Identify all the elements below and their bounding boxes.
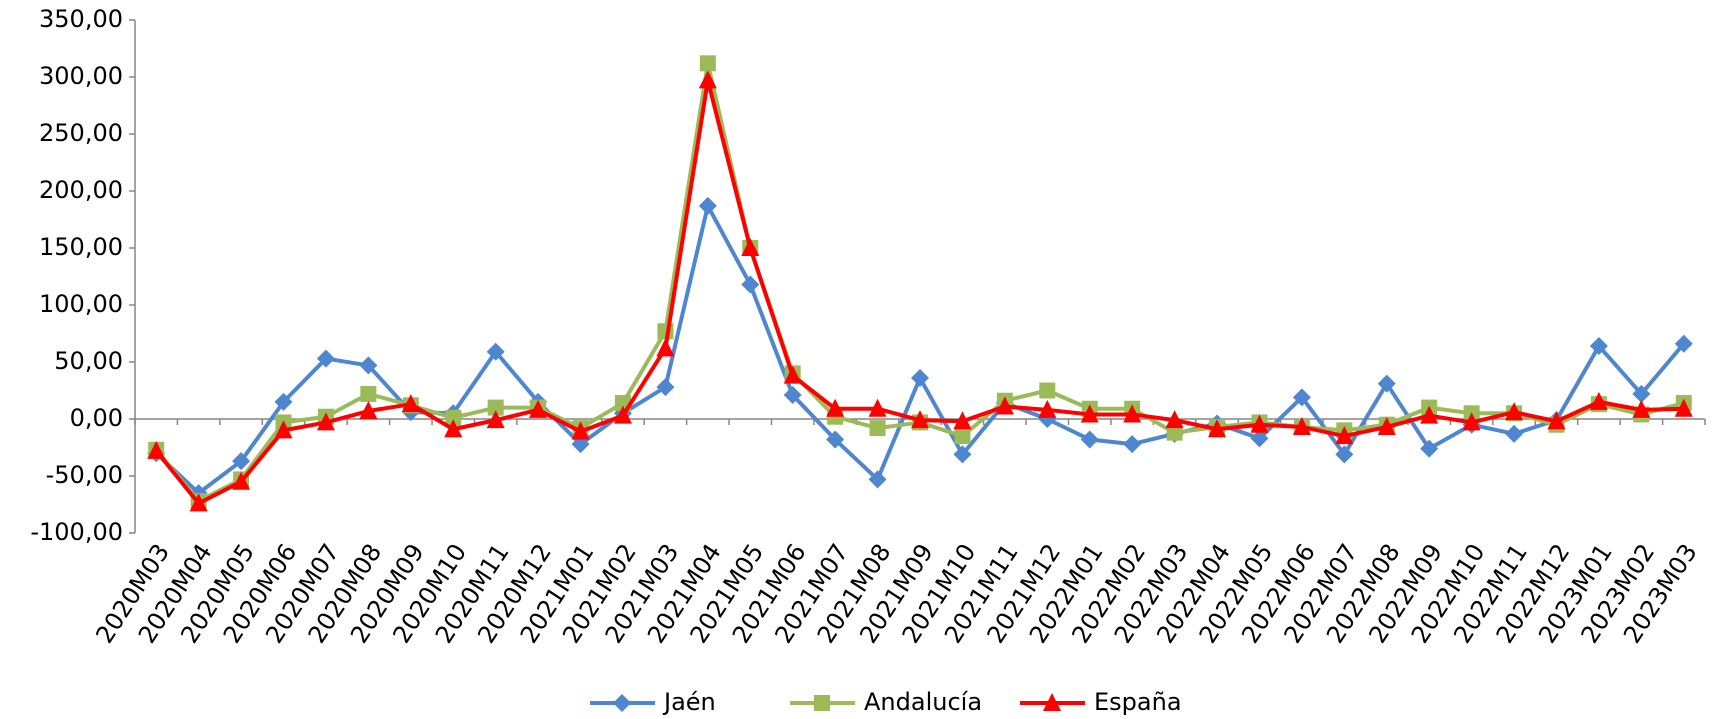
- point: [1505, 424, 1524, 443]
- point: [699, 55, 716, 72]
- point: [814, 695, 830, 711]
- point: [571, 421, 590, 440]
- legend-item: España: [1020, 688, 1182, 716]
- series-line: [154, 203, 1686, 496]
- point: [486, 342, 505, 361]
- point: [1632, 399, 1651, 418]
- point: [401, 394, 420, 413]
- point: [274, 392, 293, 411]
- point: [316, 412, 335, 431]
- point: [698, 196, 717, 215]
- point: [741, 275, 760, 294]
- point: [826, 398, 845, 417]
- point: [1505, 402, 1524, 421]
- point: [232, 471, 251, 490]
- point: [1123, 404, 1142, 423]
- point: [995, 396, 1014, 415]
- point: [571, 435, 590, 454]
- y-tick-label: 50,00: [54, 347, 123, 375]
- y-tick-label: -100,00: [30, 518, 123, 546]
- y-tick-label: 0,00: [70, 404, 123, 432]
- point: [1420, 405, 1439, 424]
- y-tick-label: 150,00: [39, 233, 123, 261]
- point: [1589, 391, 1608, 410]
- point: [1039, 382, 1056, 399]
- point: [274, 420, 293, 439]
- point: [1632, 384, 1651, 403]
- point: [954, 428, 971, 445]
- point: [698, 70, 717, 89]
- point: [1250, 414, 1269, 433]
- point: [444, 419, 463, 438]
- point: [783, 386, 802, 405]
- legend-item: Andalucía: [790, 688, 982, 716]
- point: [656, 378, 675, 397]
- point: [1674, 398, 1693, 417]
- point: [1165, 410, 1184, 429]
- y-tick-label: 250,00: [39, 119, 123, 147]
- point: [613, 405, 632, 424]
- point: [529, 399, 548, 418]
- point: [1674, 334, 1693, 353]
- point: [1123, 435, 1142, 454]
- y-tick-label: 350,00: [39, 5, 123, 33]
- point: [147, 440, 166, 459]
- point: [826, 430, 845, 449]
- point: [189, 493, 208, 512]
- y-tick-label: 200,00: [39, 176, 123, 204]
- series-line: [154, 78, 1684, 506]
- legend-label: España: [1094, 688, 1182, 716]
- point: [911, 410, 929, 429]
- point: [1377, 416, 1396, 435]
- point: [486, 410, 505, 429]
- series: [148, 55, 1692, 510]
- point: [953, 445, 972, 464]
- point: [1166, 424, 1183, 441]
- point: [1377, 374, 1396, 393]
- point: [953, 411, 972, 430]
- legend-label: Andalucía: [864, 688, 982, 716]
- point: [1080, 430, 1099, 449]
- point: [1208, 419, 1227, 438]
- point: [869, 420, 886, 437]
- point: [1250, 429, 1269, 448]
- point: [1335, 426, 1354, 445]
- point: [911, 368, 929, 387]
- point: [741, 238, 760, 256]
- point: [1292, 416, 1311, 435]
- point: [1420, 439, 1439, 458]
- series: [147, 70, 1693, 512]
- point: [868, 470, 887, 489]
- y-tick-label: 300,00: [39, 62, 123, 90]
- point: [868, 398, 887, 417]
- point: [445, 409, 462, 426]
- point: [360, 385, 377, 402]
- point: [613, 694, 631, 712]
- point: [316, 349, 335, 368]
- y-tick-label: 100,00: [39, 290, 123, 318]
- legend-item: Jaén: [590, 688, 716, 716]
- point: [359, 356, 378, 375]
- point: [783, 365, 802, 384]
- point: [1038, 399, 1057, 418]
- point: [487, 399, 504, 416]
- point: [232, 452, 251, 471]
- legend-label: Jaén: [662, 688, 716, 716]
- series: [147, 196, 1693, 503]
- point: [1462, 412, 1481, 431]
- point: [1080, 404, 1099, 423]
- point: [1547, 411, 1566, 430]
- point: [656, 338, 675, 357]
- point: [1589, 337, 1608, 356]
- point: [1292, 388, 1311, 407]
- point: [1043, 693, 1061, 711]
- point: [359, 401, 378, 420]
- y-tick-label: -50,00: [46, 461, 123, 489]
- point: [1335, 445, 1354, 464]
